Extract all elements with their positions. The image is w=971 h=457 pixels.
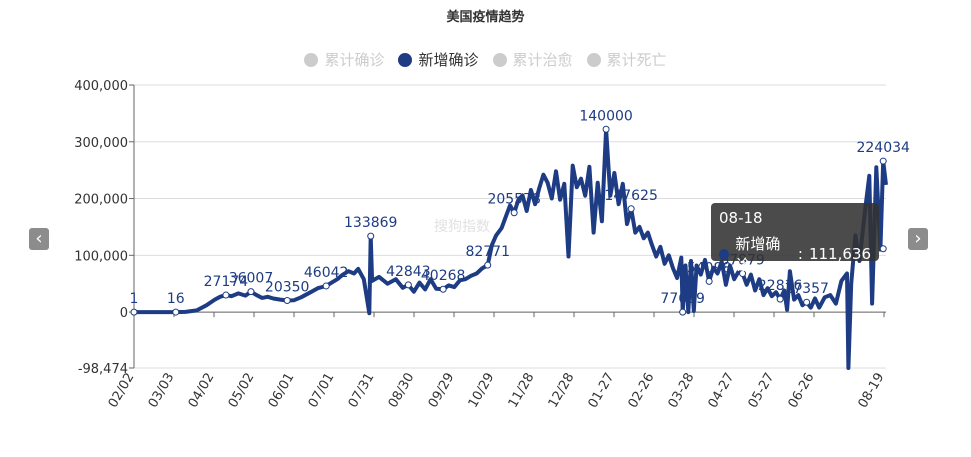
- data-label: 77639: [660, 291, 705, 307]
- data-point: [879, 157, 887, 165]
- x-tick-label: 12/28: [546, 371, 578, 411]
- legend-marker-icon: [586, 52, 601, 67]
- chevron-right-icon[interactable]: ›: [908, 228, 928, 250]
- data-label: 40268: [421, 268, 466, 284]
- chart-title: 美国疫情趋势: [446, 10, 525, 25]
- legend-item-cumulative-confirmed[interactable]: 累计确诊: [304, 49, 384, 70]
- data-label: 54098: [687, 260, 732, 276]
- legend-marker-icon: [304, 52, 319, 67]
- y-tick-label: 0: [120, 306, 128, 321]
- data-point: [679, 308, 687, 316]
- x-tick-label: 10/29: [466, 371, 498, 411]
- tooltip-series-name: 新增确诊: [735, 235, 781, 274]
- y-tick-label: 100,000: [74, 249, 128, 264]
- data-point: [484, 261, 492, 269]
- data-point: [247, 288, 255, 296]
- data-point: [439, 285, 447, 293]
- x-tick-label: 08/30: [386, 371, 418, 411]
- data-label: 22816: [758, 278, 803, 294]
- legend-marker-icon: [492, 52, 507, 67]
- data-point: [322, 282, 330, 290]
- data-point: [222, 291, 230, 299]
- data-point: [803, 298, 811, 306]
- tooltip-series-marker-icon: [719, 248, 730, 260]
- data-point: [130, 308, 138, 316]
- legend-label: 累计治愈: [512, 51, 573, 69]
- data-point: [705, 277, 713, 285]
- data-label: 46042: [304, 265, 349, 281]
- legend-marker-icon: [398, 52, 413, 67]
- tooltip-date: 08-18: [719, 209, 763, 227]
- data-point: [172, 308, 180, 316]
- data-label: 133869: [344, 215, 397, 231]
- x-tick-label: 04/02: [186, 371, 218, 411]
- data-point: [739, 270, 747, 278]
- tooltip-value: 111,636: [808, 245, 871, 263]
- tooltip: 08-18 新增确诊: 111,636: [711, 203, 879, 274]
- tooltip-row: 新增确诊: 111,636: [719, 233, 871, 275]
- data-point: [510, 209, 518, 217]
- data-label: 16: [167, 291, 185, 307]
- x-tick-label: 06-26: [786, 371, 818, 411]
- data-label: 1: [130, 291, 139, 307]
- data-point: [283, 297, 291, 305]
- data-point: [627, 205, 635, 213]
- legend-label: 累计确诊: [324, 51, 385, 69]
- legend: 累计确诊 新增确诊 累计治愈 累计死亡: [0, 49, 971, 70]
- data-point: [776, 295, 784, 303]
- legend-item-cumulative-recovered[interactable]: 累计治愈: [492, 49, 573, 70]
- x-tick-label: 07/31: [346, 371, 378, 411]
- x-tick-label: 02-26: [626, 371, 658, 411]
- data-label: 27174: [204, 274, 249, 290]
- x-tick-label: 06/01: [266, 371, 298, 411]
- highlighted-point: [879, 245, 887, 253]
- data-label: 82771: [465, 244, 510, 260]
- x-tick-label: 09/29: [426, 371, 458, 411]
- data-label: 224034: [856, 140, 910, 156]
- legend-item-new-confirmed[interactable]: 新增确诊: [398, 49, 479, 70]
- y-tick-label: 300,000: [74, 136, 128, 151]
- data-label: 42843: [386, 264, 431, 280]
- data-label: 147625: [604, 188, 657, 204]
- x-tick-label: 03/03: [146, 371, 178, 411]
- data-point: [404, 281, 412, 289]
- data-label: 36007: [229, 271, 274, 287]
- y-tick-label: -98,474: [78, 362, 128, 377]
- x-tick-label: 07/01: [306, 371, 338, 411]
- legend-item-cumulative-deaths[interactable]: 累计死亡: [586, 49, 667, 70]
- data-label: 140000: [579, 108, 632, 124]
- y-tick-label: 400,000: [74, 79, 128, 94]
- watermark: 搜狗指数: [434, 219, 490, 235]
- x-tick-label: 03-28: [666, 371, 698, 411]
- y-tick-label: 200,000: [74, 193, 128, 208]
- x-tick-label: 05/02: [226, 371, 258, 411]
- legend-label: 累计死亡: [606, 51, 667, 69]
- data-label: 20350: [265, 280, 310, 296]
- data-label: 17357: [784, 281, 829, 297]
- series-line-new-confirmed: [134, 127, 888, 370]
- x-tick-label: 11/28: [506, 371, 538, 411]
- x-tick-label: 04-27: [706, 371, 738, 411]
- data-point: [367, 232, 375, 240]
- data-point: [602, 125, 610, 133]
- x-tick-label: 01-27: [586, 371, 618, 411]
- x-tick-label: 08-19: [856, 371, 888, 411]
- data-label: 205578: [487, 192, 540, 208]
- chevron-left-icon[interactable]: ‹: [29, 228, 49, 250]
- x-tick-label: 05-27: [746, 371, 778, 411]
- legend-label: 新增确诊: [418, 51, 479, 69]
